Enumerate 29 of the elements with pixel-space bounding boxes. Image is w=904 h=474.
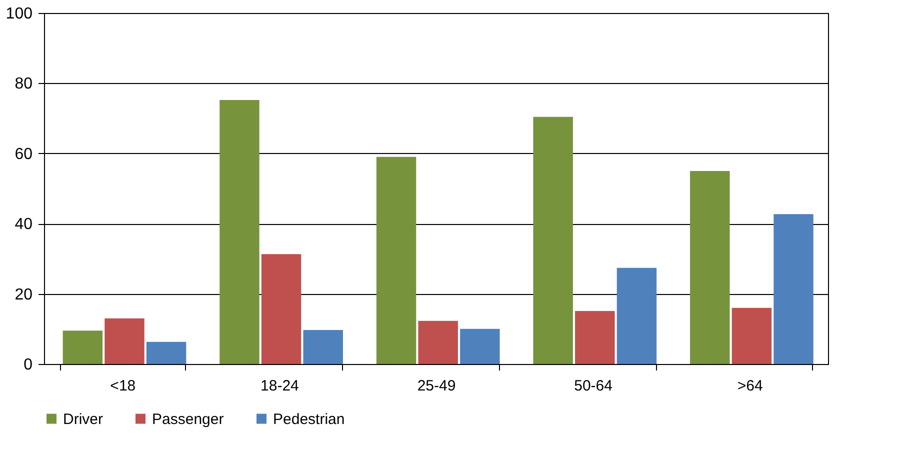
x-tick-label: 25-49	[417, 378, 456, 394]
bar	[774, 214, 814, 364]
x-tick-label: >64	[737, 378, 763, 394]
y-tick-label: 40	[14, 216, 33, 234]
bar	[104, 318, 144, 364]
legend-label: Passenger	[152, 410, 224, 428]
legend-label: Pedestrian	[273, 410, 345, 428]
y-tick-label: 80	[14, 76, 33, 93]
legend-label: Driver	[63, 410, 103, 428]
bar	[146, 342, 186, 364]
bar	[732, 308, 772, 364]
y-tick-label: 20	[14, 286, 33, 304]
bar	[261, 254, 302, 364]
bar	[220, 100, 260, 364]
x-tick-label: <18	[110, 378, 136, 394]
bar	[616, 268, 657, 364]
bar	[303, 330, 343, 364]
bar	[418, 320, 458, 364]
y-tick-label: 0	[24, 356, 33, 374]
bar	[460, 328, 500, 364]
bar	[533, 116, 573, 364]
y-tick-label: 60	[14, 146, 33, 163]
x-tick-label: 50-64	[574, 378, 612, 394]
bar	[575, 311, 615, 364]
x-tick-label: 18-24	[260, 378, 299, 394]
y-tick-label: 100	[6, 6, 33, 22]
bar	[376, 156, 416, 364]
bar	[690, 170, 730, 364]
bar	[62, 330, 103, 364]
